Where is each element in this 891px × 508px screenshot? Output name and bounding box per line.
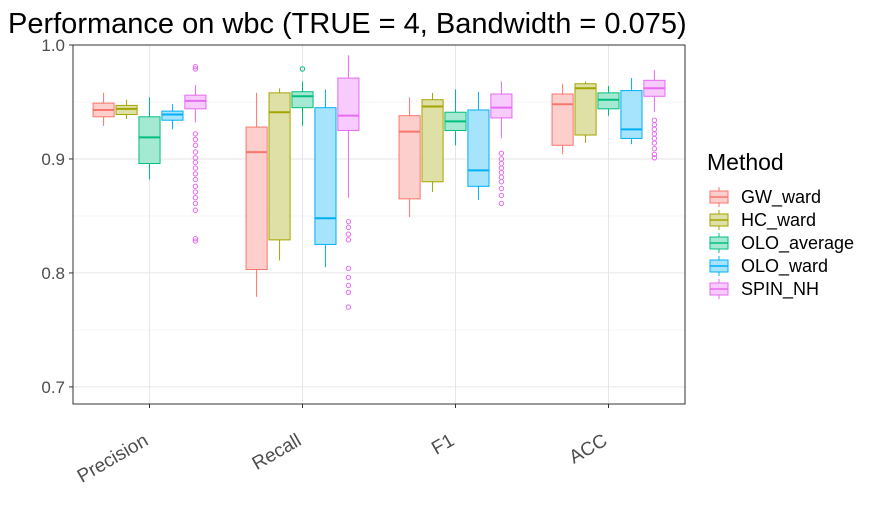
- box: [398, 115, 421, 200]
- outlier-point: [651, 151, 658, 158]
- x-tick-label: F1: [428, 430, 458, 459]
- outlier-point: [192, 142, 199, 148]
- outlier-point: [498, 192, 505, 199]
- outlier-point: [192, 195, 199, 201]
- outlier-point: [192, 149, 199, 155]
- outlier-point: [498, 150, 505, 156]
- box: [574, 83, 597, 136]
- outlier-point: [192, 171, 199, 177]
- y-tick-label: 0.9: [41, 150, 65, 169]
- outlier-point: [192, 236, 199, 242]
- outlier-point: [192, 238, 199, 244]
- series-HC_ward: [115, 81, 597, 261]
- outlier-point: [651, 126, 658, 133]
- outlier-point: [498, 165, 505, 171]
- series-SPIN_NH: [184, 55, 666, 310]
- legend-label: SPIN_NH: [741, 279, 819, 300]
- legend-label: HC_ward: [741, 210, 816, 231]
- box: [138, 116, 161, 165]
- box: [337, 77, 360, 131]
- outlier-point: [192, 176, 199, 183]
- box: [314, 107, 337, 245]
- outlier-point: [345, 265, 352, 272]
- outlier-point: [498, 185, 505, 192]
- outlier-point: [498, 174, 505, 180]
- outlier-point: [345, 224, 352, 231]
- plot-area: [92, 55, 666, 310]
- outlier-point: [192, 136, 199, 143]
- outlier-point: [192, 159, 199, 166]
- outlier-point: [345, 289, 352, 296]
- x-tick-label: Recall: [249, 430, 305, 475]
- outlier-point: [192, 131, 199, 137]
- legend-title: Method: [707, 149, 784, 175]
- outlier-point: [345, 231, 352, 237]
- legend-item-OLO_average: OLO_average: [709, 233, 854, 254]
- series-OLO_average: [138, 66, 620, 180]
- outlier-point: [498, 200, 505, 207]
- legend-label: GW_ward: [741, 187, 821, 208]
- legend: Method GW_wardHC_wardOLO_averageOLO_ward…: [707, 149, 854, 300]
- box: [115, 104, 138, 116]
- box: [490, 93, 513, 119]
- box: [245, 126, 268, 271]
- outlier-point: [192, 165, 199, 171]
- outlier-point: [345, 237, 352, 243]
- y-tick-label: 1.0: [41, 36, 65, 55]
- box: [421, 99, 444, 183]
- legend-label: OLO_average: [741, 233, 854, 254]
- box: [268, 92, 291, 241]
- outlier-point: [192, 207, 199, 213]
- outlier-point: [192, 66, 199, 72]
- legend-item-GW_ward: GW_ward: [709, 187, 821, 208]
- chart-title: Performance on wbc (TRUE = 4, Bandwidth …: [8, 8, 687, 40]
- outlier-point: [299, 66, 306, 72]
- box: [291, 91, 314, 109]
- y-tick-label: 0.8: [41, 264, 65, 283]
- box: [184, 94, 207, 110]
- outlier-point: [651, 122, 658, 128]
- x-axis: Precision Recall F1 ACC: [74, 404, 611, 487]
- box: [597, 92, 620, 110]
- legend-label: OLO_ward: [741, 256, 828, 277]
- outlier-point: [651, 117, 658, 123]
- outlier-point: [651, 155, 658, 161]
- legend-item-OLO_ward: OLO_ward: [709, 256, 828, 277]
- outlier-point: [498, 179, 505, 185]
- outlier-point: [192, 63, 199, 70]
- series-GW_ward: [92, 83, 574, 297]
- panel-border: [72, 44, 686, 405]
- outlier-point: [192, 189, 199, 195]
- outlier-point: [651, 146, 658, 152]
- outlier-point: [345, 218, 352, 225]
- box: [551, 93, 574, 146]
- outlier-point: [498, 160, 505, 167]
- x-tick-label: ACC: [566, 430, 611, 468]
- outlier-point: [651, 131, 658, 137]
- x-tick-label: Precision: [74, 430, 152, 487]
- outlier-point: [498, 169, 505, 176]
- outlier-point: [345, 274, 352, 281]
- box: [467, 109, 490, 187]
- legend-item-HC_ward: HC_ward: [709, 210, 816, 231]
- series-OLO_ward: [161, 78, 643, 268]
- y-tick-label: 0.7: [41, 378, 65, 397]
- box: [161, 110, 184, 121]
- outlier-point: [651, 135, 658, 142]
- y-axis: 0.7 0.8 0.9 1.0: [41, 36, 73, 397]
- outlier-point: [192, 183, 199, 190]
- outlier-point: [651, 140, 658, 146]
- outlier-point: [345, 304, 352, 310]
- legend-item-SPIN_NH: SPIN_NH: [709, 279, 819, 300]
- outlier-point: [192, 200, 199, 207]
- box: [620, 90, 643, 139]
- outlier-point: [345, 282, 352, 289]
